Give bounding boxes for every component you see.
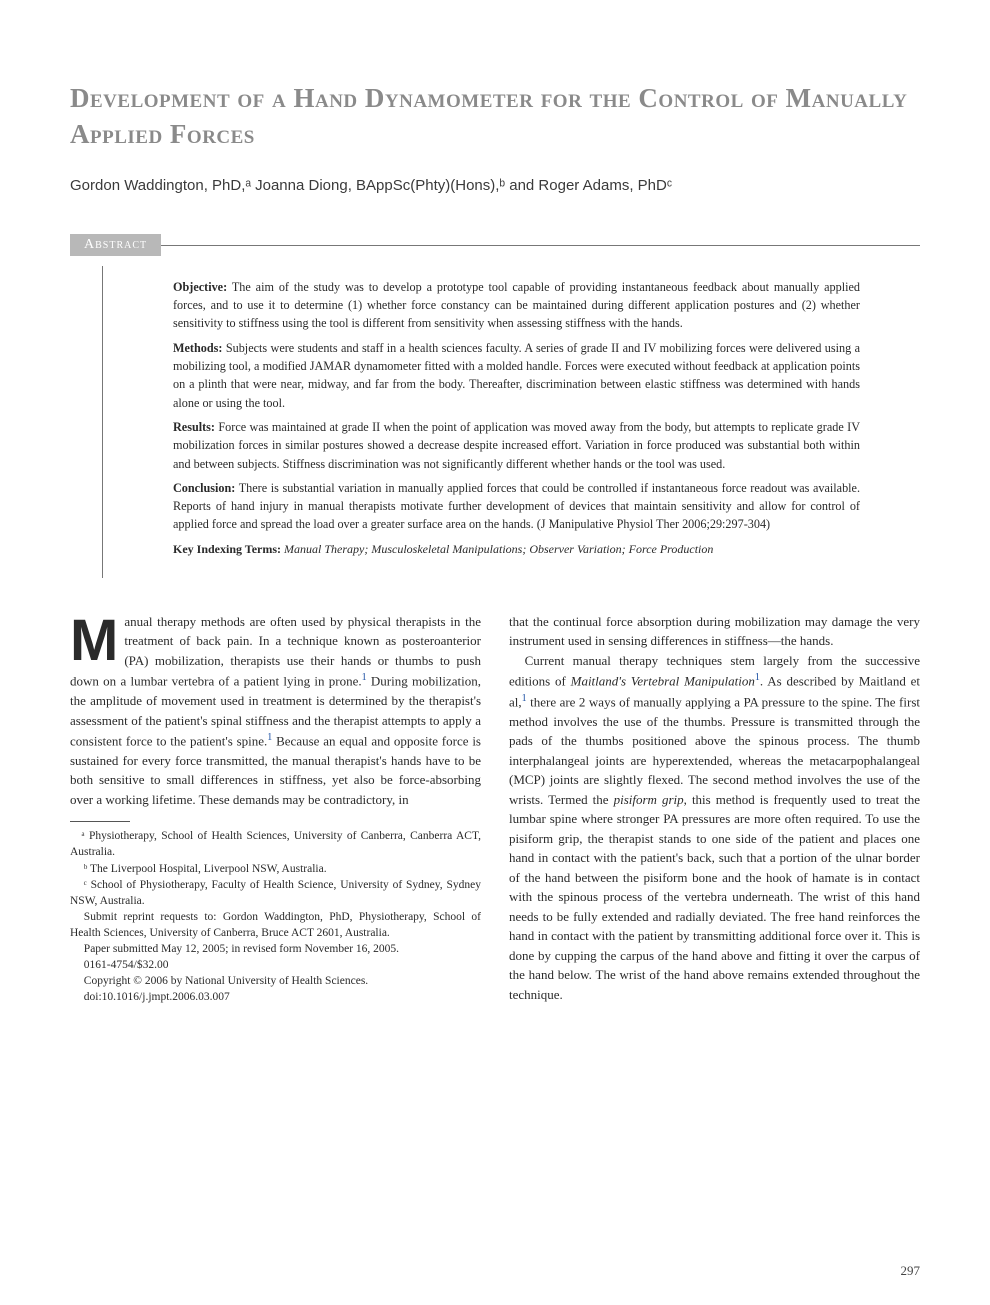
abs-label-results: Results: bbox=[173, 420, 215, 434]
abs-label-methods: Methods: bbox=[173, 341, 222, 355]
dropcap: M bbox=[70, 612, 124, 665]
r2-ital-2: pisiform grip bbox=[614, 792, 684, 807]
author-line: Gordon Waddington, PhD,ᵃ Joanna Diong, B… bbox=[70, 177, 920, 194]
affil-c: ᶜ School of Physiotherapy, Faculty of He… bbox=[70, 877, 481, 909]
abstract-keywords: Key Indexing Terms: Manual Therapy; Musc… bbox=[173, 540, 860, 558]
abs-label-objective: Objective: bbox=[173, 280, 227, 294]
abstract-block: Abstract Objective: The aim of the study… bbox=[70, 234, 920, 578]
copyright: Copyright © 2006 by National University … bbox=[70, 973, 481, 989]
r2-c: there are 2 ways of manually applying a … bbox=[509, 694, 920, 807]
keywords-terms: Manual Therapy; Musculoskeletal Manipula… bbox=[284, 542, 713, 556]
affil-b: ᵇ The Liverpool Hospital, Liverpool NSW,… bbox=[70, 861, 481, 877]
abstract-rule bbox=[70, 245, 920, 246]
abstract-label: Abstract bbox=[70, 234, 161, 256]
doi: doi:10.1016/j.jmpt.2006.03.007 bbox=[70, 989, 481, 1005]
issn-price: 0161-4754/$32.00 bbox=[70, 957, 481, 973]
reprint-info: Submit reprint requests to: Gordon Waddi… bbox=[70, 909, 481, 941]
footnotes: ᵃ Physiotherapy, School of Health Scienc… bbox=[70, 828, 481, 1005]
r2-d: , this method is frequently used to trea… bbox=[509, 792, 920, 1002]
abs-text-objective: The aim of the study was to develop a pr… bbox=[173, 280, 860, 331]
footnote-rule bbox=[70, 821, 130, 822]
left-column: Manual therapy methods are often used by… bbox=[70, 612, 481, 1006]
intro-paragraph: Manual therapy methods are often used by… bbox=[70, 612, 481, 810]
right-para-2: Current manual therapy techniques stem l… bbox=[509, 651, 920, 1005]
right-column: that the continual force absorption duri… bbox=[509, 612, 920, 1006]
abs-text-conclusion: There is substantial variation in manual… bbox=[173, 481, 860, 532]
abstract-objective: Objective: The aim of the study was to d… bbox=[173, 278, 860, 333]
keywords-label: Key Indexing Terms: bbox=[173, 542, 281, 556]
abs-label-conclusion: Conclusion: bbox=[173, 481, 235, 495]
abstract-conclusion: Conclusion: There is substantial variati… bbox=[173, 479, 860, 534]
abs-text-results: Force was maintained at grade II when th… bbox=[173, 420, 860, 471]
article-title: Development of a Hand Dynamometer for th… bbox=[70, 80, 920, 153]
abstract-body: Objective: The aim of the study was to d… bbox=[102, 266, 920, 578]
body-columns: Manual therapy methods are often used by… bbox=[70, 612, 920, 1006]
page-number: 297 bbox=[901, 1263, 921, 1279]
submission-dates: Paper submitted May 12, 2005; in revised… bbox=[70, 941, 481, 957]
right-para-1: that the continual force absorption duri… bbox=[509, 612, 920, 651]
r2-ital-1: Maitland's Vertebral Manipulation bbox=[571, 674, 755, 689]
abstract-methods: Methods: Subjects were students and staf… bbox=[173, 339, 860, 412]
abstract-results: Results: Force was maintained at grade I… bbox=[173, 418, 860, 473]
affil-a: ᵃ Physiotherapy, School of Health Scienc… bbox=[70, 828, 481, 860]
abs-text-methods: Subjects were students and staff in a he… bbox=[173, 341, 860, 410]
